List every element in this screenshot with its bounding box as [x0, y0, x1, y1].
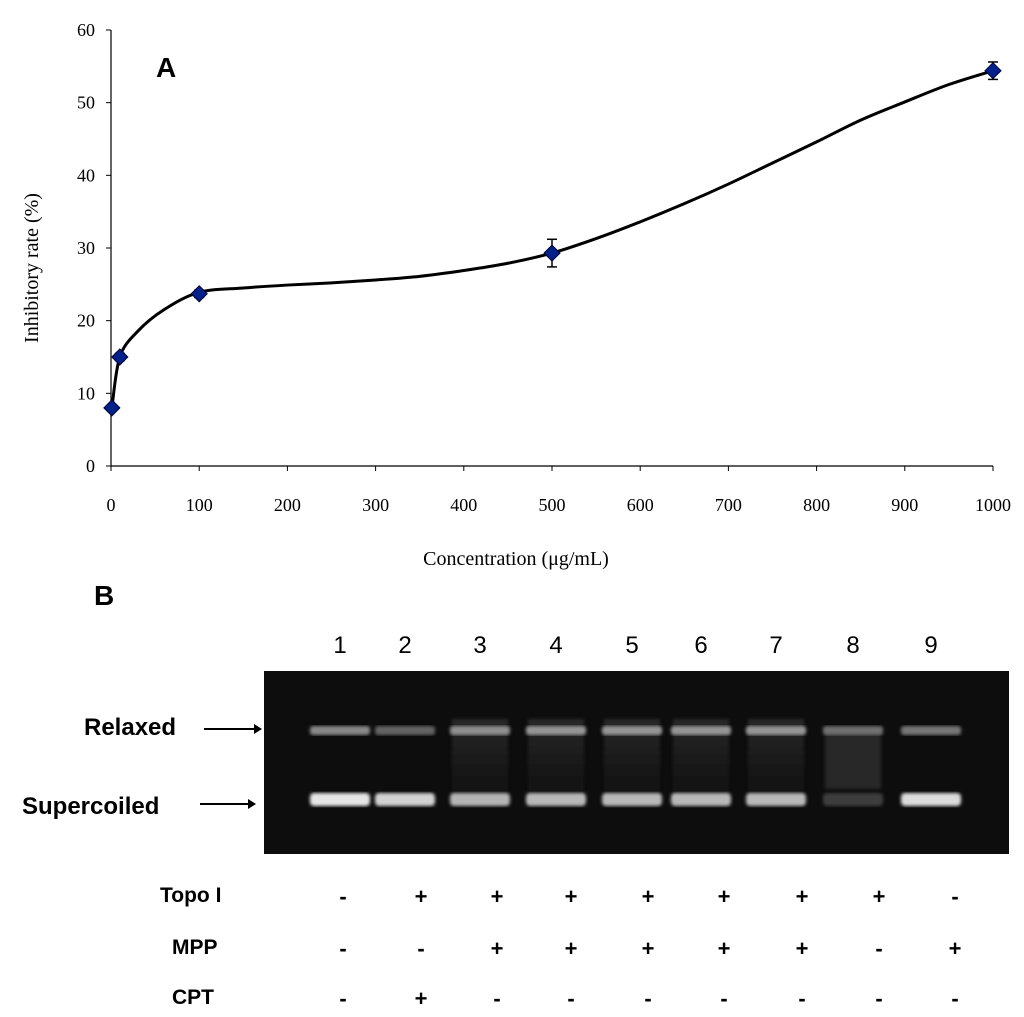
treatment-sign: - [339, 884, 347, 909]
supercoiled-band [746, 793, 806, 806]
lane-number: 5 [625, 632, 639, 659]
lane-number: 3 [473, 632, 487, 659]
treatment-sign: - [417, 936, 425, 961]
y-tick-label: 60 [77, 20, 95, 40]
lane-number: 6 [694, 632, 708, 659]
y-tick-label: 0 [86, 456, 95, 476]
treatment-sign: - [567, 986, 575, 1011]
relaxed-arrow-icon [204, 724, 262, 734]
treatment-sign: + [717, 884, 731, 909]
lane-number: 1 [333, 632, 347, 659]
lane-number: 4 [549, 632, 563, 659]
relaxed-band [602, 726, 662, 735]
y-tick-label: 40 [77, 165, 95, 185]
x-tick-label: 800 [803, 495, 830, 515]
relaxed-band [901, 726, 961, 735]
treatment-sign: - [798, 986, 806, 1011]
data-point [543, 244, 561, 262]
x-tick-label: 600 [627, 495, 654, 515]
data-point [103, 399, 121, 417]
data-point [190, 285, 208, 303]
supercoiled-band [375, 793, 435, 806]
relaxed-band [375, 726, 435, 735]
chart-curve [110, 69, 994, 409]
row-label-mpp: MPP [172, 936, 218, 959]
treatment-sign: + [795, 884, 809, 909]
treatment-sign: + [641, 936, 655, 961]
panel-a-label: A [156, 52, 177, 83]
lane-number: 7 [769, 632, 783, 659]
x-tick-label: 700 [715, 495, 742, 515]
y-tick-label: 30 [77, 238, 95, 258]
supercoiled-arrow-icon [200, 799, 256, 809]
treatment-sign: + [414, 986, 428, 1011]
chart-axes: 0 100 200 300 400 500 600 700 800 900 1000 0 10 20 30 4… [77, 20, 1011, 515]
relaxed-band [823, 726, 883, 735]
treatment-sign: + [564, 884, 578, 909]
row-label-topo: Topo I [160, 884, 222, 907]
treatment-sign: + [872, 884, 886, 909]
x-axis-label: Concentration (μg/mL) [423, 548, 609, 570]
supercoiled-band [526, 793, 586, 806]
panel-b-label: B [94, 580, 115, 611]
chart-points [103, 61, 1002, 417]
relaxed-band [526, 726, 586, 735]
x-tick-label: 0 [107, 495, 116, 515]
supercoiled-band [901, 793, 961, 806]
lane-number: 9 [924, 632, 938, 659]
y-tick-label: 20 [77, 311, 95, 331]
gel-smear [825, 729, 881, 789]
x-tick-label: 200 [274, 495, 301, 515]
row-label-cpt: CPT [172, 986, 214, 1009]
treatment-sign: + [564, 936, 578, 961]
treatment-sign: - [720, 986, 728, 1011]
x-tick-label: 500 [539, 495, 566, 515]
treatment-sign: - [339, 986, 347, 1011]
series-line [110, 69, 994, 409]
y-tick-label: 10 [77, 383, 95, 403]
y-tick-label: 50 [77, 93, 95, 113]
treatment-sign: + [948, 936, 962, 961]
treatment-sign: - [875, 986, 883, 1011]
supercoiled-band [671, 793, 731, 806]
treatment-sign: + [795, 936, 809, 961]
data-point [984, 61, 1002, 80]
treatment-sign: - [875, 936, 883, 961]
supercoiled-band [602, 793, 662, 806]
treatment-sign: + [641, 884, 655, 909]
x-tick-label: 300 [362, 495, 389, 515]
x-tick-label: 900 [891, 495, 918, 515]
treatment-sign: - [644, 986, 652, 1011]
supercoiled-band [310, 793, 370, 806]
treatment-sign: + [414, 884, 428, 909]
x-tick-label: 1000 [975, 495, 1011, 515]
treatment-sign: + [717, 936, 731, 961]
supercoiled-label: Supercoiled [22, 793, 160, 820]
treatment-sign: - [493, 986, 501, 1011]
relaxed-label: Relaxed [84, 714, 177, 741]
y-axis-label: Inhibitory rate (%) [21, 193, 43, 343]
treatment-sign: - [951, 986, 959, 1011]
x-tick-label: 400 [450, 495, 477, 515]
data-point [111, 348, 129, 366]
treatment-sign: - [951, 884, 959, 909]
treatment-sign: + [490, 936, 504, 961]
x-tick-label: 100 [186, 495, 213, 515]
relaxed-band [671, 726, 731, 735]
relaxed-band [450, 726, 510, 735]
gel-image [264, 671, 1009, 854]
supercoiled-band [450, 793, 510, 806]
relaxed-band [746, 726, 806, 735]
treatment-sign: + [490, 884, 504, 909]
relaxed-band [310, 726, 370, 735]
lane-number: 2 [398, 632, 412, 659]
lane-number: 8 [846, 632, 860, 659]
treatment-sign: - [339, 936, 347, 961]
inhibition-chart: 0 100 200 300 400 500 600 700 800 900 1000 0 10 20 30 4… [21, 20, 1011, 570]
supercoiled-band [823, 793, 883, 806]
